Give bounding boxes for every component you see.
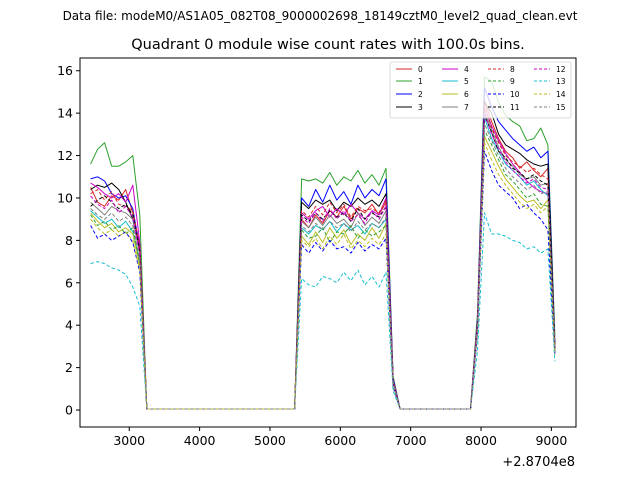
legend-label: 13: [556, 77, 566, 86]
series-lines: [90, 76, 556, 410]
x-axis-offset-label: +2.8704e8: [502, 455, 575, 470]
y-tick-label: 16: [57, 63, 73, 78]
legend-label: 5: [464, 77, 469, 86]
legend-label: 12: [556, 65, 566, 74]
x-tick-label: 3000: [113, 433, 145, 448]
legend-label: 1: [418, 77, 423, 86]
y-tick-label: 0: [65, 403, 73, 418]
legend-label: 11: [510, 103, 520, 112]
x-axis: 3000 4000 5000 6000 7000 8000 9000: [113, 427, 567, 448]
y-tick-label: 8: [65, 233, 73, 248]
x-tick-label: 5000: [254, 433, 286, 448]
legend-label: 9: [510, 77, 515, 86]
legend-label: 7: [464, 103, 469, 112]
y-tick-label: 10: [57, 190, 73, 205]
chart-title: Quadrant 0 module wise count rates with …: [131, 37, 525, 53]
x-tick-label: 7000: [395, 433, 427, 448]
legend-box: [389, 61, 572, 119]
series-line-10: [90, 150, 556, 410]
y-tick-label: 6: [65, 275, 73, 290]
legend-label: 10: [510, 90, 520, 99]
y-axis: 0 2 4 6 8 10 12 14 16: [57, 63, 80, 418]
y-tick-label: 14: [57, 106, 73, 121]
y-tick-label: 12: [57, 148, 73, 163]
x-tick-label: 6000: [324, 433, 356, 448]
y-tick-label: 4: [65, 318, 73, 333]
figure-suptitle: Data file: modeM0/AS1A05_082T08_90000026…: [63, 9, 578, 23]
y-tick-label: 2: [65, 360, 73, 375]
legend-label: 0: [418, 65, 423, 74]
legend-label: 6: [464, 90, 469, 99]
legend-label: 3: [418, 103, 423, 112]
x-tick-label: 9000: [535, 433, 567, 448]
legend-label: 15: [556, 103, 566, 112]
series-line-15: [90, 123, 556, 410]
legend-label: 2: [418, 90, 423, 99]
plot-frame: [79, 57, 577, 428]
x-tick-label: 4000: [184, 433, 216, 448]
legend-label: 8: [510, 65, 515, 74]
legend-label: 4: [464, 65, 469, 74]
legend-label: 14: [556, 90, 566, 99]
x-tick-label: 8000: [465, 433, 497, 448]
